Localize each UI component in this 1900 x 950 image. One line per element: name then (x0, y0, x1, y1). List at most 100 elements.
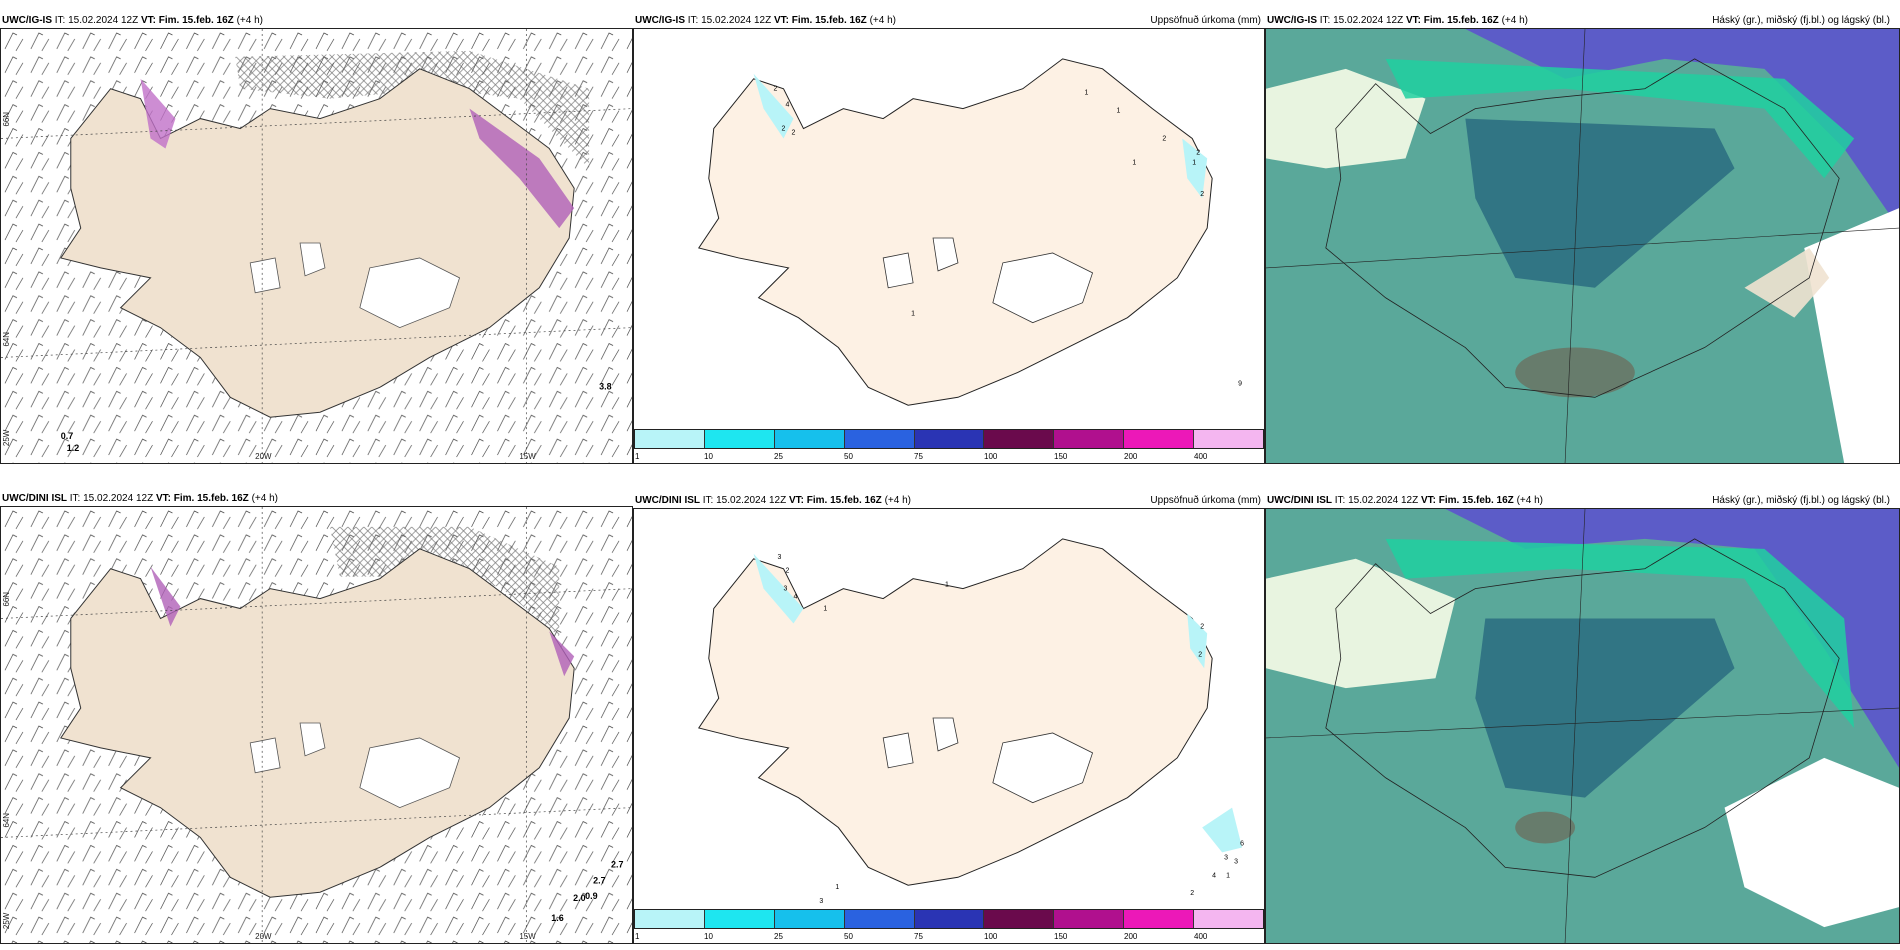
value-label: 2 (1200, 623, 1204, 630)
precip-colorbar (634, 909, 1264, 929)
value-label: 6 (1240, 840, 1244, 847)
value-label: 4 (793, 594, 797, 601)
value-label: 3 (778, 554, 782, 561)
panel-variable: Háský (gr.), miðský (fj.bl.) og lágský (… (1712, 495, 1890, 506)
wind-map: 0.7 1.2 3.8 20W 15W 66N 64N 25W (1, 29, 632, 463)
colorbar-cell (774, 430, 845, 448)
panel-precip-top: UWC/IG-IS IT: 15.02.2024 12Z VT: Fim. 15… (633, 12, 1265, 464)
precip-map: 3 2 3 4 1 1 2 2 6 3 3 4 1 2 1 3 (697, 538, 1244, 905)
colorbar-cell (984, 430, 1055, 448)
lon-label: 20W (255, 452, 272, 461)
value-label: 3 (784, 586, 788, 593)
colorbar-cell (774, 910, 845, 928)
lon-label: 25W (2, 429, 11, 446)
colorbar-cell (1124, 910, 1195, 928)
value-label: 1.6 (551, 913, 563, 923)
glacier (932, 237, 959, 272)
value-label: 2 (786, 568, 790, 575)
colorbar-cell (1194, 910, 1264, 928)
value-label: 0.9 (585, 891, 597, 901)
map-frame: 1.6 2.0 0.9 2.7 2.7 20W 15W 66N 64N 25W (0, 506, 633, 944)
precip-colorbar (634, 429, 1264, 449)
panel-wind-top: UWC/IG-IS IT: 15.02.2024 12Z VT: Fim. 15… (0, 12, 633, 464)
value-label: 3 (1234, 858, 1238, 865)
value-label: 3 (1224, 854, 1228, 861)
colorbar-cell (1054, 430, 1125, 448)
value-label: 2 (1198, 651, 1202, 658)
colorbar-cell (704, 430, 775, 448)
colorbar-cell (914, 910, 985, 928)
panel-header: UWC/DINI ISL IT: 15.02.2024 12Z VT: Fim.… (1265, 492, 1900, 510)
glacier (992, 732, 1094, 804)
lat-label: 66N (2, 112, 11, 127)
glacier (359, 257, 461, 329)
value-label: 2 (1190, 890, 1194, 897)
map-frame: 0.7 1.2 3.8 20W 15W 66N 64N 25W (0, 28, 633, 464)
value-label: 2 (782, 126, 786, 133)
lon-label: 15W (519, 452, 536, 461)
value-label: 1 (945, 582, 949, 589)
value-label: 2 (1196, 149, 1200, 156)
value-label: 0.7 (61, 431, 73, 441)
panel-header: UWC/IG-IS IT: 15.02.2024 12Z VT: Fim. 15… (2, 15, 263, 26)
value-label: 4 (1212, 872, 1216, 879)
value-label: 1 (1132, 159, 1136, 166)
value-label: 2.0 (573, 893, 585, 903)
glacier (882, 252, 914, 289)
map-frame (1265, 28, 1900, 464)
colorbar-cell (844, 430, 915, 448)
panel-header: UWC/DINI ISL IT: 15.02.2024 12Z VT: Fim.… (633, 492, 1265, 510)
colorbar-cell (914, 430, 985, 448)
cloud-map (1266, 29, 1899, 463)
colorbar-cell (635, 910, 705, 928)
glacier (299, 242, 326, 277)
value-label: 1 (823, 606, 827, 613)
colorbar-cell (844, 910, 915, 928)
value-label: 1 (835, 884, 839, 891)
precip-map: 2 4 2 2 1 1 1 2 1 2 2 1 9 4 (697, 58, 1242, 439)
lat-label: 66N (2, 592, 11, 607)
value-label: 3.8 (599, 381, 611, 391)
colorbar-labels: 1 10 25 50 75 100 150 200 400 (635, 452, 1208, 461)
lat-label: 64N (2, 813, 11, 828)
wind-map: 1.6 2.0 0.9 2.7 2.7 20W 15W 66N 64N 25W (1, 507, 632, 943)
colorbar-cell (704, 910, 775, 928)
value-label: 2 (774, 86, 778, 93)
panel-header: UWC/DINI ISL IT: 15.02.2024 12Z VT: Fim.… (2, 493, 278, 504)
glacier (299, 722, 326, 757)
panel-variable: Uppsöfnuð úrkoma (mm) (1150, 15, 1261, 26)
value-label: 2.7 (593, 875, 605, 885)
colorbar-cell (1054, 910, 1125, 928)
map-frame: 3 2 3 4 1 1 2 2 6 3 3 4 1 2 1 3 (633, 508, 1265, 944)
value-label: 9 (1238, 380, 1242, 387)
value-label: 1 (1116, 108, 1120, 115)
map-frame (1265, 508, 1900, 944)
value-label: 4 (786, 102, 790, 109)
value-label: 2 (1200, 191, 1204, 198)
colorbar-cell (1194, 430, 1264, 448)
value-label: 1 (1226, 872, 1230, 879)
glacier (932, 717, 959, 752)
colorbar-labels: 1 10 25 50 75 100 150 200 400 (635, 932, 1208, 941)
value-label: 2.7 (611, 859, 623, 869)
colorbar-cell (635, 430, 705, 448)
lon-label: 20W (255, 932, 272, 941)
lat-label: 64N (2, 332, 11, 347)
iceland-land (697, 538, 1213, 886)
panel-header: UWC/IG-IS IT: 15.02.2024 12Z VT: Fim. 15… (1265, 12, 1900, 30)
value-label: 2 (1162, 135, 1166, 142)
panel-header: UWC/IG-IS IT: 15.02.2024 12Z VT: Fim. 15… (633, 12, 1265, 30)
glacier (249, 257, 281, 294)
panel-variable: Uppsöfnuð úrkoma (mm) (1150, 495, 1261, 506)
glacier (249, 737, 281, 774)
value-label: 1.2 (67, 443, 79, 453)
glacier (992, 252, 1094, 324)
map-frame: 2 4 2 2 1 1 1 2 1 2 2 1 9 4 (633, 28, 1265, 464)
glacier (359, 737, 461, 809)
value-label: 2 (792, 130, 796, 137)
glacier (882, 732, 914, 769)
panel-wind-bottom: UWC/DINI ISL IT: 15.02.2024 12Z VT: Fim.… (0, 490, 633, 944)
cloud-map (1266, 509, 1899, 943)
value-label: 1 (1085, 90, 1089, 97)
colorbar-cell (984, 910, 1055, 928)
